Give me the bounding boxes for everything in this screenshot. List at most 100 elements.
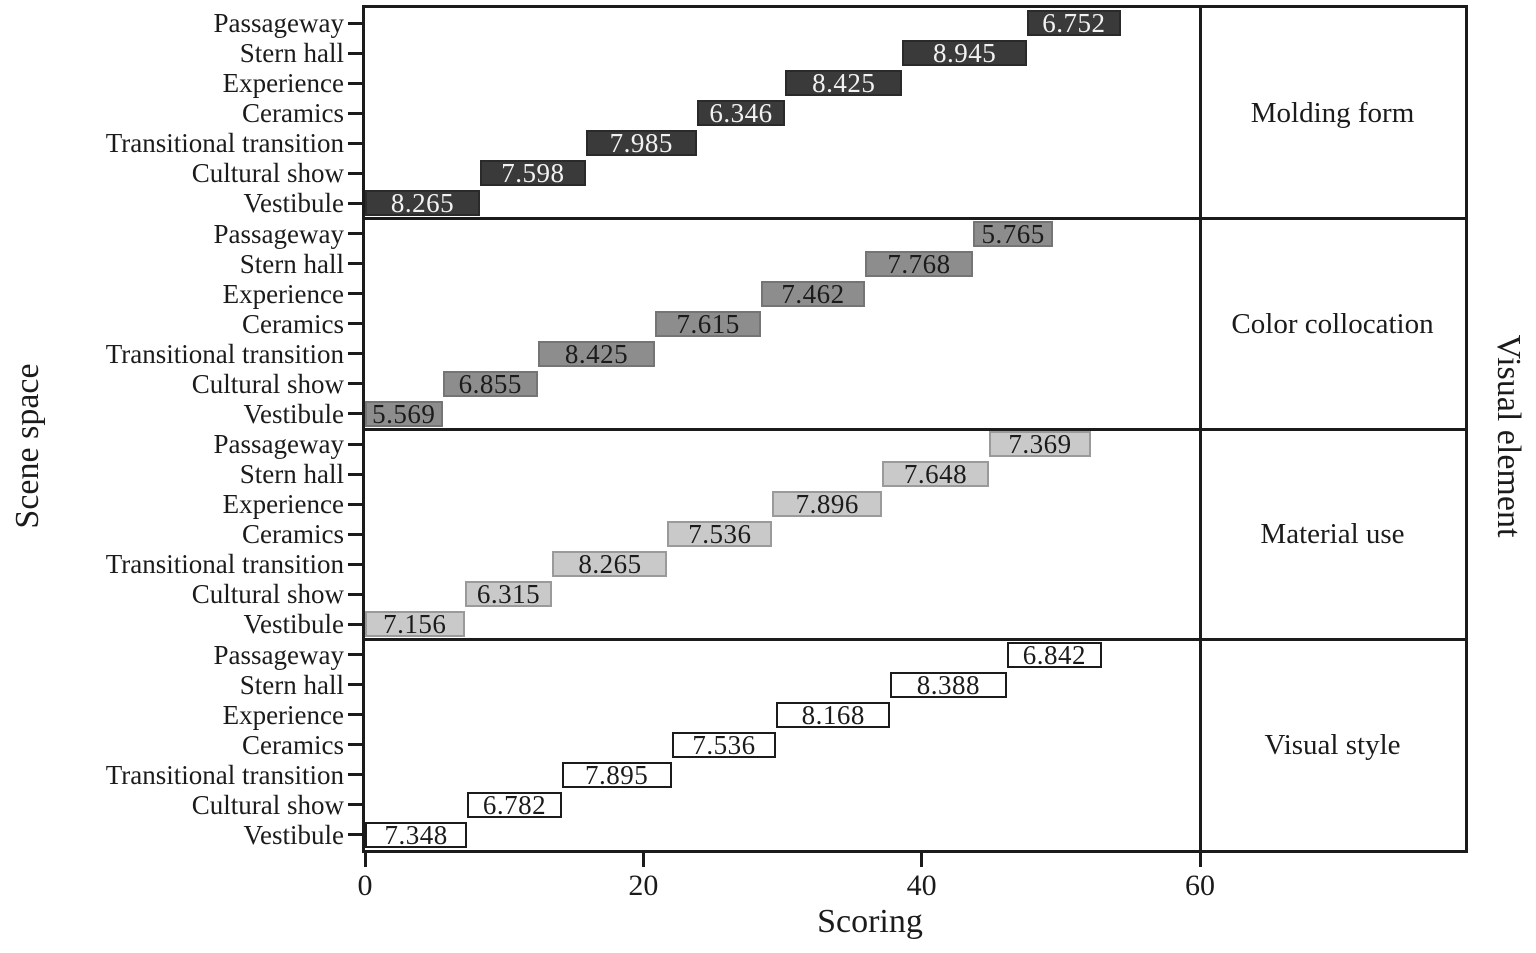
category-label: Transitional transition — [105, 759, 344, 790]
bar: 7.462 — [761, 280, 865, 307]
bar-value-label: 7.369 — [1008, 429, 1072, 460]
bar: 7.348 — [365, 821, 468, 848]
bar: 8.265 — [552, 549, 668, 580]
x-tick-label: 60 — [1185, 869, 1215, 902]
category-label: Ceramics — [242, 729, 344, 760]
y-tick — [348, 81, 363, 85]
bar: 8.388 — [890, 669, 1007, 700]
category-label: Cultural show — [191, 158, 344, 189]
bar: 6.842 — [1006, 641, 1102, 668]
bar-value-label: 6.346 — [709, 98, 773, 129]
bar: 8.168 — [776, 699, 891, 730]
category-label: Transitional transition — [105, 549, 344, 580]
bar: 8.425 — [785, 70, 903, 97]
bar-value-label: 7.648 — [903, 459, 968, 490]
y-tick — [348, 51, 363, 55]
bar: 7.648 — [882, 459, 989, 490]
x-tick — [920, 852, 924, 867]
category-label: Stern hall — [239, 38, 344, 69]
panel-divider — [362, 217, 1468, 220]
bar-value-label: 7.536 — [692, 729, 756, 760]
category-label: Stern hall — [239, 459, 344, 490]
y-tick — [348, 502, 363, 506]
bar: 6.782 — [467, 789, 562, 820]
bar-value-label: 7.156 — [383, 609, 447, 640]
y-tick — [348, 382, 363, 386]
y-axis-title-right: Visual element — [1490, 334, 1527, 538]
category-label: Vestibule — [243, 398, 345, 429]
bar: 7.768 — [864, 248, 974, 279]
panel-label: Color collocation — [1231, 307, 1434, 340]
y-tick — [348, 141, 363, 145]
bar-value-label: 6.855 — [458, 368, 522, 399]
y-tick — [348, 292, 363, 296]
bar-value-label: 7.985 — [609, 128, 673, 159]
bar: 7.369 — [988, 429, 1092, 460]
x-tick — [1198, 852, 1202, 867]
y-tick — [348, 472, 363, 476]
y-tick — [348, 713, 363, 717]
category-label: Transitional transition — [105, 338, 344, 369]
bar-value-label: 6.782 — [482, 789, 547, 820]
bar: 7.895 — [561, 759, 672, 790]
category-label: Passageway — [213, 218, 344, 249]
bar: 7.156 — [365, 609, 465, 640]
y-tick — [348, 532, 363, 536]
bar-value-label: 7.895 — [584, 759, 649, 790]
y-tick — [348, 171, 363, 175]
category-label: Vestibule — [243, 819, 345, 850]
x-tick-label: 40 — [906, 869, 937, 902]
y-tick — [348, 773, 363, 777]
category-label: Experience — [222, 489, 344, 520]
y-tick — [348, 111, 363, 115]
bar: 7.985 — [585, 128, 697, 159]
bar: 6.855 — [442, 368, 538, 399]
bar: 8.425 — [537, 338, 656, 369]
y-tick — [348, 743, 363, 747]
category-label: Transitional transition — [105, 128, 344, 159]
bar-value-label: 8.388 — [916, 669, 981, 700]
bar-value-label: 8.265 — [390, 188, 455, 219]
bar-value-label: 7.896 — [795, 489, 859, 520]
y-tick — [348, 201, 363, 205]
panel-label: Visual style — [1264, 728, 1401, 761]
category-label: Ceramics — [242, 519, 344, 550]
bar: 7.536 — [667, 519, 773, 550]
category-label: Experience — [222, 699, 344, 730]
x-axis-title: Scoring — [817, 903, 923, 940]
category-label: Vestibule — [243, 188, 345, 219]
y-tick — [348, 21, 363, 25]
category-label: Experience — [222, 278, 344, 309]
y-tick — [348, 833, 363, 837]
bar-value-label: 6.752 — [1042, 8, 1106, 39]
y-tick — [348, 653, 363, 657]
category-label: Passageway — [213, 639, 344, 670]
category-label: Stern hall — [239, 669, 344, 700]
bar-value-label: 8.425 — [564, 338, 629, 369]
bar: 7.615 — [655, 310, 762, 337]
bar: 7.598 — [480, 160, 586, 187]
category-label: Vestibule — [243, 609, 345, 640]
bar-value-label: 7.536 — [688, 519, 752, 550]
y-tick — [348, 232, 363, 236]
bar: 6.346 — [696, 98, 786, 129]
category-label: Cultural show — [191, 368, 344, 399]
category-label: Cultural show — [191, 579, 344, 610]
x-tick — [363, 852, 367, 867]
bar: 7.896 — [772, 489, 883, 520]
bar-value-label: 7.768 — [887, 248, 951, 279]
y-tick — [348, 412, 363, 416]
y-tick — [348, 442, 363, 446]
y-tick — [348, 803, 363, 807]
category-label: Ceramics — [242, 308, 344, 339]
bar-value-label: 8.265 — [578, 549, 642, 580]
y-tick — [348, 322, 363, 326]
y-tick — [348, 562, 363, 566]
bar-value-label: 8.168 — [801, 699, 865, 730]
panel-divider — [362, 427, 1468, 431]
bar-value-label: 8.945 — [933, 38, 997, 69]
bar: 6.315 — [464, 581, 553, 608]
category-label: Ceramics — [242, 98, 344, 129]
panel-label: Material use — [1260, 518, 1405, 551]
